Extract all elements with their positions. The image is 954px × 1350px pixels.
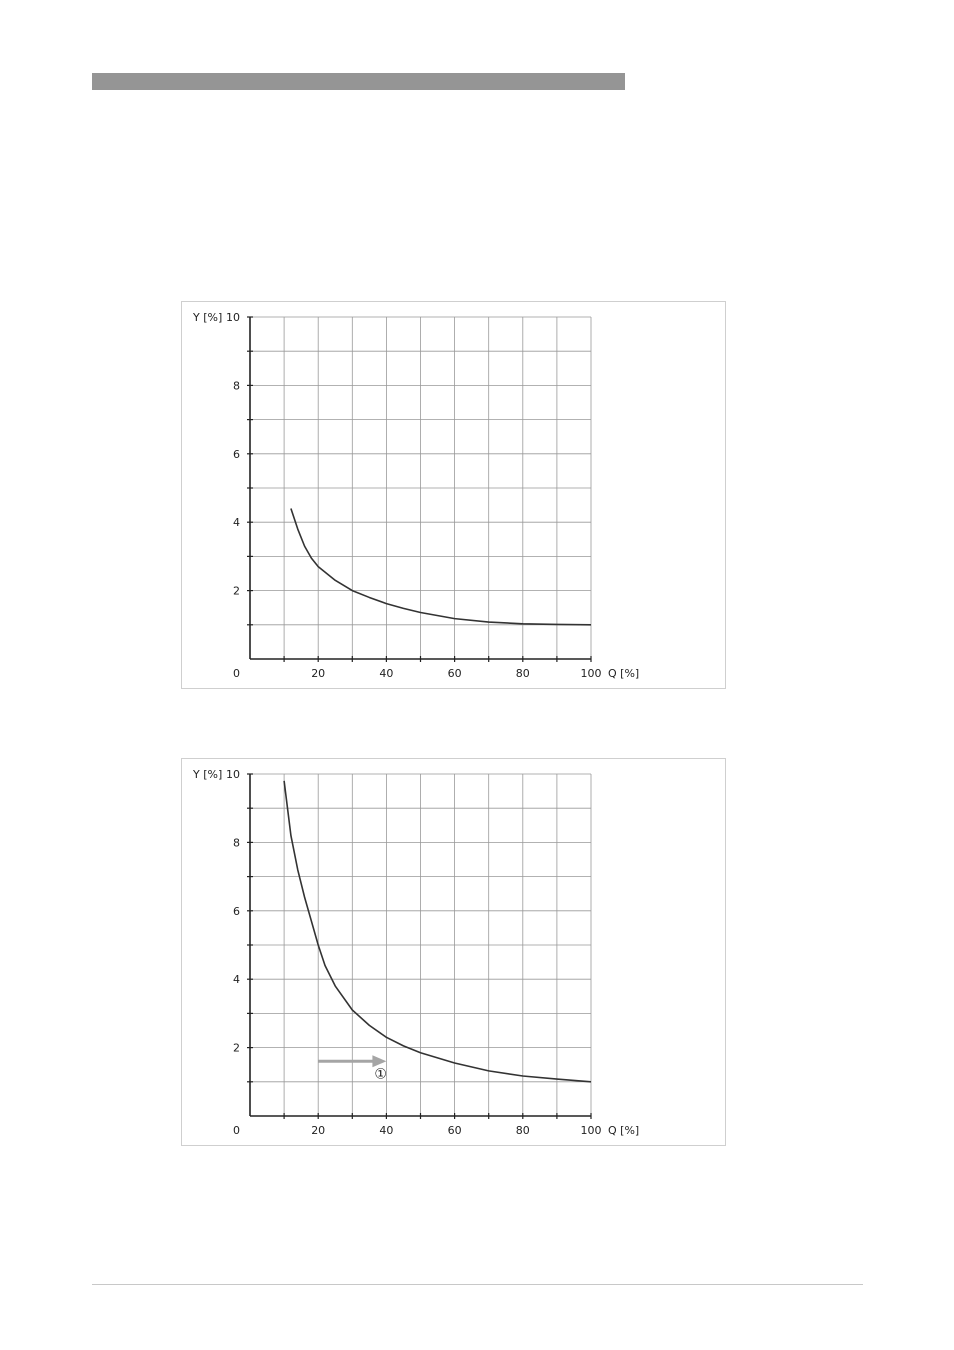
chart-2-origin-label: 0: [233, 1124, 240, 1137]
chart-2-x-tick-label: 60: [448, 1124, 462, 1137]
chart-2-frame: 20 40 60 80 100 2 4 6 8 10 0 Y [%] Q [%] ①: [181, 758, 726, 1146]
chart-1-x-tick-label: 20: [311, 667, 325, 680]
footer-rule: [92, 1284, 863, 1285]
chart-2-x-tick-label: 100: [581, 1124, 602, 1137]
chart-1-y-axis-label: Y [%]: [192, 311, 222, 324]
chart-2-x-tick-label: 20: [311, 1124, 325, 1137]
chart-2-x-tick-label: 80: [516, 1124, 530, 1137]
chart-2-annotation-arrow-head: [372, 1055, 387, 1068]
chart-1-series-line: [290, 508, 592, 626]
chart-1-origin-label: 0: [233, 667, 240, 680]
chart-1-y-tick-label: 8: [233, 379, 240, 392]
header-bar: [92, 73, 625, 90]
chart-1-x-axis-label: Q [%]: [608, 667, 639, 680]
chart-2-series-line: [283, 780, 592, 1083]
chart-1-frame: 20 40 60 80 100 2 4 6 8 10 0 Y [%] Q [%]: [181, 301, 726, 689]
chart-2-annotation-label: ①: [374, 1066, 387, 1082]
chart-1-y-tick-label: 4: [233, 516, 240, 529]
chart-1-x-tick-label: 80: [516, 667, 530, 680]
chart-1-y-tick-label: 10: [226, 311, 240, 324]
chart-1-y-tick-label: 6: [233, 448, 240, 461]
chart-2-y-tick-label: 2: [233, 1042, 240, 1055]
chart-1-x-tick-label: 100: [581, 667, 602, 680]
chart-2-y-tick-label: 8: [233, 836, 240, 849]
chart-1-x-tick-label: 40: [379, 667, 393, 680]
chart-2-y-tick-label: 6: [233, 905, 240, 918]
chart-1-x-tick-label: 60: [448, 667, 462, 680]
chart-2-x-axis-label: Q [%]: [608, 1124, 639, 1137]
chart-2-y-axis-label: Y [%]: [192, 768, 222, 781]
chart-2-y-tick-label: 4: [233, 973, 240, 986]
chart-1-y-tick-label: 2: [233, 585, 240, 598]
chart-2-x-tick-label: 40: [379, 1124, 393, 1137]
chart-2-y-tick-label: 10: [226, 768, 240, 781]
